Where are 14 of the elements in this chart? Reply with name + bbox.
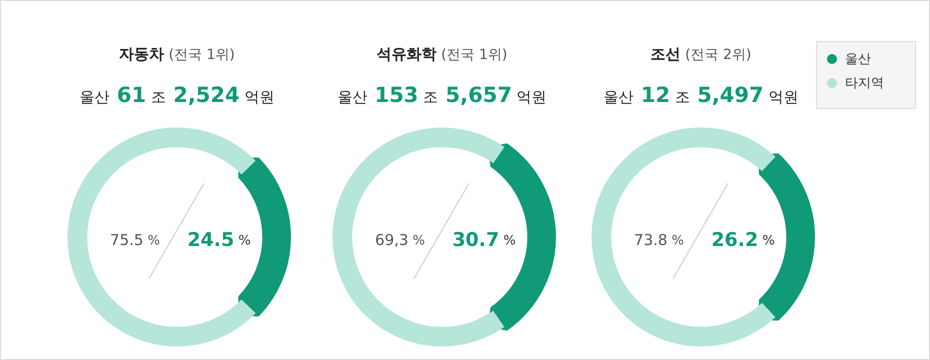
chart-subtitle: 울산 61 조 2,524 억원 bbox=[80, 83, 274, 107]
text: 울산 12 조 5,497 억원 bbox=[604, 83, 798, 107]
data-label: 75.5 % bbox=[110, 230, 160, 249]
legend-label: 타지역 bbox=[845, 75, 884, 92]
data-label: 69,3 % bbox=[375, 230, 425, 249]
legend-label: 울산 bbox=[845, 51, 871, 68]
data-label: 73.8 % bbox=[634, 230, 684, 249]
chart-subtitle: 울산 153 조 5,657 억원 bbox=[337, 83, 547, 107]
data-label: 24.5 % bbox=[187, 228, 251, 251]
data-label: 30.7 % bbox=[452, 228, 516, 251]
chart-title: 자동차 (전국 1위) bbox=[119, 45, 235, 63]
chart-title: 석유화학 (전국 1위) bbox=[376, 45, 508, 63]
data-label: 26.2 % bbox=[711, 228, 775, 251]
chart-title: 조선 (전국 2위) bbox=[650, 45, 752, 63]
